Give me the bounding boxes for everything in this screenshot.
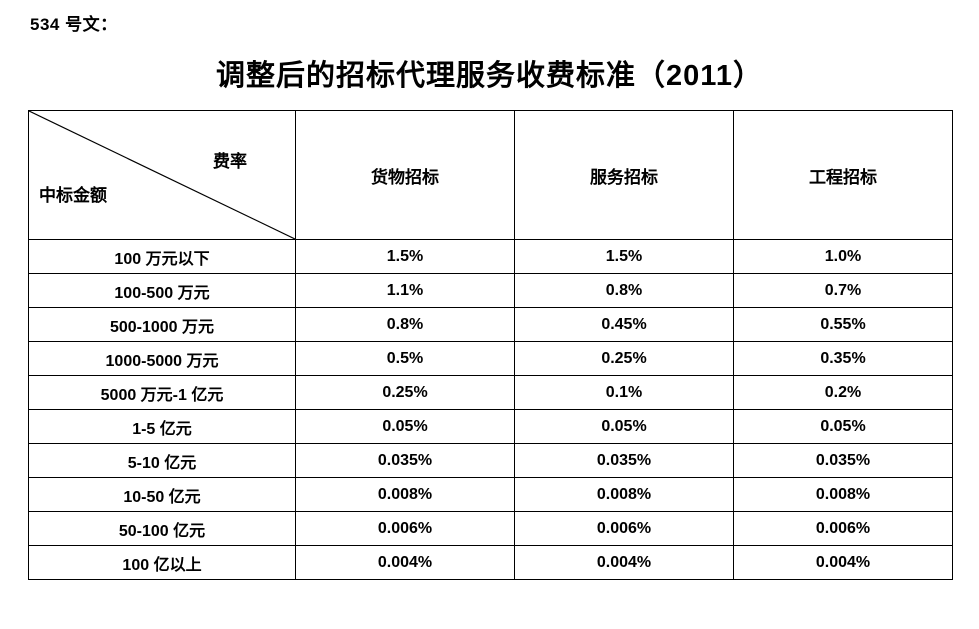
table-row: 500-1000 万元 0.8% 0.45% 0.55% <box>28 307 953 342</box>
amount-range-cell: 100 万元以下 <box>28 239 296 274</box>
rate-value-cell: 0.006% <box>514 511 734 546</box>
diagonal-divider-line <box>29 111 295 239</box>
header-row: 费率 中标金额 货物招标 服务招标 工程招标 <box>28 110 953 240</box>
amount-range-cell: 100 亿以上 <box>28 545 296 580</box>
amount-range-cell: 500-1000 万元 <box>28 307 296 342</box>
table-row: 1-5 亿元 0.05% 0.05% 0.05% <box>28 409 953 444</box>
rate-value-cell: 0.004% <box>514 545 734 580</box>
rate-value-cell: 0.004% <box>733 545 953 580</box>
amount-range-cell: 5000 万元-1 亿元 <box>28 375 296 410</box>
rate-value-cell: 0.006% <box>733 511 953 546</box>
rate-value-cell: 0.006% <box>295 511 515 546</box>
corner-label-amount: 中标金额 <box>39 186 107 205</box>
rate-value-cell: 0.035% <box>514 443 734 478</box>
rate-value-cell: 0.25% <box>295 375 515 410</box>
column-header-service-bidding: 服务招标 <box>514 110 734 240</box>
amount-range-cell: 50-100 亿元 <box>28 511 296 546</box>
rate-value-cell: 0.8% <box>514 273 734 308</box>
amount-range-cell: 1000-5000 万元 <box>28 341 296 376</box>
document-title: 调整后的招标代理服务收费标准（2011） <box>216 60 763 92</box>
document-ref-label: 534 号文： <box>30 15 118 34</box>
table-row: 1000-5000 万元 0.5% 0.25% 0.35% <box>28 341 953 376</box>
rate-value-cell: 1.5% <box>514 239 734 274</box>
rate-value-cell: 0.2% <box>733 375 953 410</box>
rate-value-cell: 0.05% <box>514 409 734 444</box>
table-row: 50-100 亿元 0.006% 0.006% 0.006% <box>28 511 953 546</box>
table-row: 100-500 万元 1.1% 0.8% 0.7% <box>28 273 953 308</box>
rate-value-cell: 0.5% <box>295 341 515 376</box>
rate-value-cell: 0.05% <box>733 409 953 444</box>
corner-label-rate: 费率 <box>213 152 247 171</box>
rate-value-cell: 0.008% <box>295 477 515 512</box>
rate-value-cell: 0.008% <box>514 477 734 512</box>
rate-value-cell: 0.004% <box>295 545 515 580</box>
rate-value-cell: 1.5% <box>295 239 515 274</box>
table-row: 5-10 亿元 0.035% 0.035% 0.035% <box>28 443 953 478</box>
column-header-engineering-bidding: 工程招标 <box>733 110 953 240</box>
rate-value-cell: 0.55% <box>733 307 953 342</box>
amount-range-cell: 10-50 亿元 <box>28 477 296 512</box>
rate-value-cell: 1.1% <box>295 273 515 308</box>
corner-header-cell: 费率 中标金额 <box>28 110 296 240</box>
rate-value-cell: 0.1% <box>514 375 734 410</box>
table-row: 100 万元以下 1.5% 1.5% 1.0% <box>28 239 953 274</box>
rate-value-cell: 0.035% <box>733 443 953 478</box>
rate-table-body: 100 万元以下 1.5% 1.5% 1.0% 100-500 万元 1.1% 0.8% 0.… <box>28 239 953 580</box>
rate-value-cell: 1.0% <box>733 239 953 274</box>
fee-rate-table: 费率 中标金额 货物招标 服务招标 工程招标 100 万元以下 1.5% 1.5% 1… <box>28 110 953 580</box>
amount-range-cell: 1-5 亿元 <box>28 409 296 444</box>
table-row: 5000 万元-1 亿元 0.25% 0.1% 0.2% <box>28 375 953 410</box>
rate-value-cell: 0.05% <box>295 409 515 444</box>
rate-value-cell: 0.008% <box>733 477 953 512</box>
rate-value-cell: 0.35% <box>733 341 953 376</box>
table-row: 100 亿以上 0.004% 0.004% 0.004% <box>28 545 953 580</box>
amount-range-cell: 5-10 亿元 <box>28 443 296 478</box>
amount-range-cell: 100-500 万元 <box>28 273 296 308</box>
rate-value-cell: 0.45% <box>514 307 734 342</box>
rate-value-cell: 0.25% <box>514 341 734 376</box>
rate-value-cell: 0.035% <box>295 443 515 478</box>
rate-value-cell: 0.7% <box>733 273 953 308</box>
column-header-goods-bidding: 货物招标 <box>295 110 515 240</box>
table-row: 10-50 亿元 0.008% 0.008% 0.008% <box>28 477 953 512</box>
rate-value-cell: 0.8% <box>295 307 515 342</box>
